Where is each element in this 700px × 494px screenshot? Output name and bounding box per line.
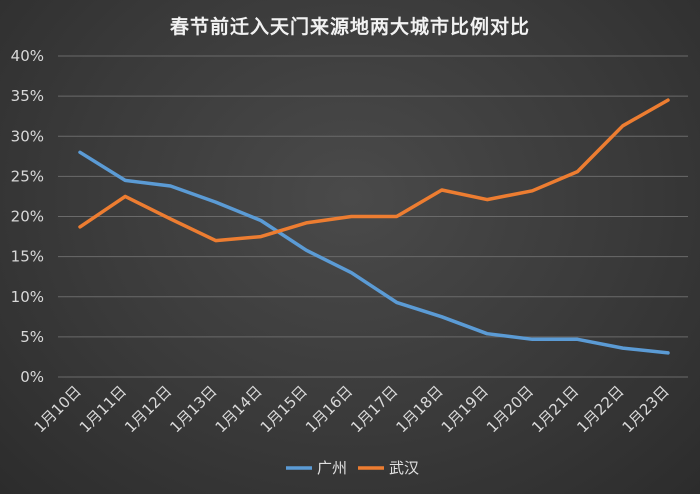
chart-title: 春节前迁入天门来源地两大城市比例对比: [169, 16, 530, 38]
x-tick-label: 1月17日: [347, 382, 401, 436]
y-tick-label: 35%: [11, 87, 44, 105]
x-tick-label: 1月13日: [166, 382, 220, 436]
x-tick-label: 1月20日: [483, 382, 537, 436]
x-tick-label: 1月15日: [257, 382, 311, 436]
y-tick-label: 5%: [20, 328, 44, 346]
y-tick-label: 30%: [11, 127, 44, 145]
y-tick-label: 15%: [11, 248, 44, 266]
x-tick-label: 1月10日: [31, 382, 85, 436]
x-tick-label: 1月21日: [528, 382, 582, 436]
y-tick-label: 10%: [11, 288, 44, 306]
x-tick-label: 1月11日: [76, 382, 130, 436]
series-line-wuhan: [78, 98, 670, 243]
x-tick-label: 1月22日: [573, 382, 627, 436]
legend-label: 广州: [317, 459, 347, 477]
legend-label: 武汉: [389, 459, 419, 477]
y-tick-label: 20%: [11, 208, 44, 226]
y-tick-label: 25%: [11, 167, 44, 185]
series-line-guangzhou: [78, 150, 670, 355]
y-tick-label: 40%: [11, 47, 44, 65]
x-tick-label: 1月16日: [302, 382, 356, 436]
x-tick-label: 1月14日: [212, 382, 266, 436]
x-tick-label: 1月23日: [619, 382, 673, 436]
x-tick-label: 1月12日: [121, 382, 175, 436]
y-tick-label: 0%: [20, 368, 44, 386]
x-tick-label: 1月18日: [392, 382, 446, 436]
x-tick-label: 1月19日: [438, 382, 492, 436]
